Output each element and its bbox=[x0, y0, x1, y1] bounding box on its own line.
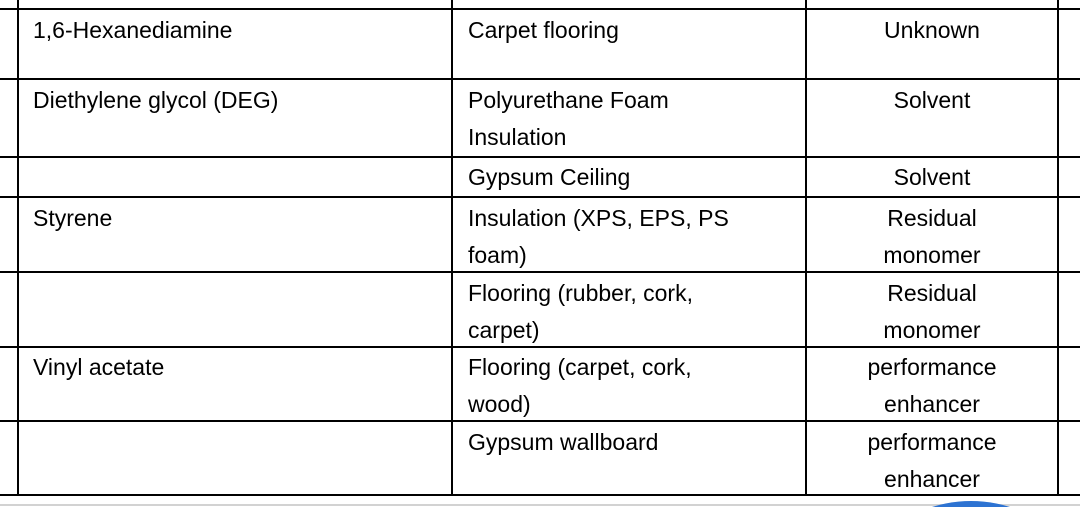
function-cell: performance enhancer bbox=[867, 354, 997, 417]
material-cell: Polyurethane Foam Insulation bbox=[468, 87, 669, 150]
function-cell: Solvent bbox=[893, 87, 971, 113]
function-cell: performance enhancer bbox=[867, 429, 997, 492]
row-divider bbox=[0, 8, 1080, 10]
column-divider-material-function bbox=[805, 0, 807, 495]
table-border-left bbox=[17, 0, 19, 495]
function-cell: Residual monomer bbox=[883, 205, 981, 268]
chemical-cell: 1,6-Hexanediamine bbox=[33, 17, 233, 43]
material-cell: Carpet flooring bbox=[468, 17, 619, 43]
column-divider-chemical-material bbox=[451, 0, 453, 495]
table-border-bottom bbox=[0, 494, 1080, 496]
row-divider bbox=[0, 156, 1080, 158]
row-divider bbox=[0, 420, 1080, 422]
page-edge-rule bbox=[0, 504, 1080, 506]
function-cell: Unknown bbox=[884, 17, 980, 43]
chemical-cell: Styrene bbox=[33, 205, 113, 231]
material-cell: Insulation (XPS, EPS, PS foam) bbox=[468, 205, 729, 268]
chemical-cell: Diethylene glycol (DEG) bbox=[33, 87, 279, 113]
row-divider bbox=[0, 78, 1080, 80]
material-cell: Flooring (carpet, cork, wood) bbox=[468, 354, 692, 417]
row-divider bbox=[0, 196, 1080, 198]
blue-circle-decoration-icon bbox=[841, 501, 1080, 507]
row-divider bbox=[0, 271, 1080, 273]
chemical-cell: Vinyl acetate bbox=[33, 354, 165, 380]
material-cell: Gypsum Ceiling bbox=[468, 164, 631, 190]
table-border-right bbox=[1057, 0, 1059, 495]
material-cell: Flooring (rubber, cork, carpet) bbox=[468, 280, 693, 343]
row-divider bbox=[0, 346, 1080, 348]
function-cell: Residual monomer bbox=[883, 280, 981, 343]
material-cell: Gypsum wallboard bbox=[468, 429, 659, 455]
function-cell: Solvent bbox=[893, 164, 971, 190]
